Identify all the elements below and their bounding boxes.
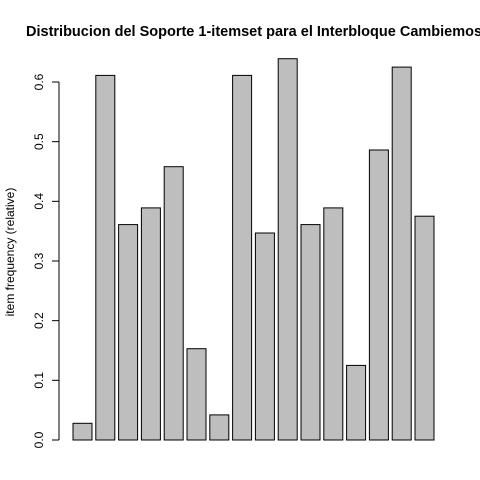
bars-group	[72, 58, 435, 441]
bar-2	[95, 74, 116, 441]
y-tick-label: 0.4	[32, 193, 46, 210]
bar-1	[72, 422, 93, 441]
y-tick-label: 0.6	[32, 73, 46, 90]
y-tick-label: 0.0	[32, 431, 46, 448]
chart-title: Distribucion del Soporte 1-itemset para …	[26, 24, 480, 40]
bar-4	[140, 207, 161, 441]
bar-10	[277, 58, 298, 441]
y-tick-label: 0.5	[32, 133, 46, 150]
y-tick-label: 0.3	[32, 252, 46, 269]
bar-13	[346, 364, 367, 441]
y-tick-label: 0.2	[32, 312, 46, 329]
y-axis: 0.0 0.1 0.2 0.3 0.4 0.5 0.6	[32, 73, 60, 448]
bar-12	[323, 207, 344, 441]
bar-16	[414, 215, 435, 441]
bar-15	[391, 66, 412, 441]
bar-14	[368, 149, 389, 441]
bar-8	[232, 74, 253, 441]
bar-9	[254, 232, 275, 441]
bar-7	[209, 414, 230, 441]
bar-11	[300, 224, 321, 441]
bar-6	[186, 348, 207, 441]
y-tick-label: 0.1	[32, 372, 46, 389]
bar-3	[118, 224, 139, 441]
bar-5	[163, 166, 184, 441]
y-axis-label: item frequency (relative)	[3, 188, 17, 317]
